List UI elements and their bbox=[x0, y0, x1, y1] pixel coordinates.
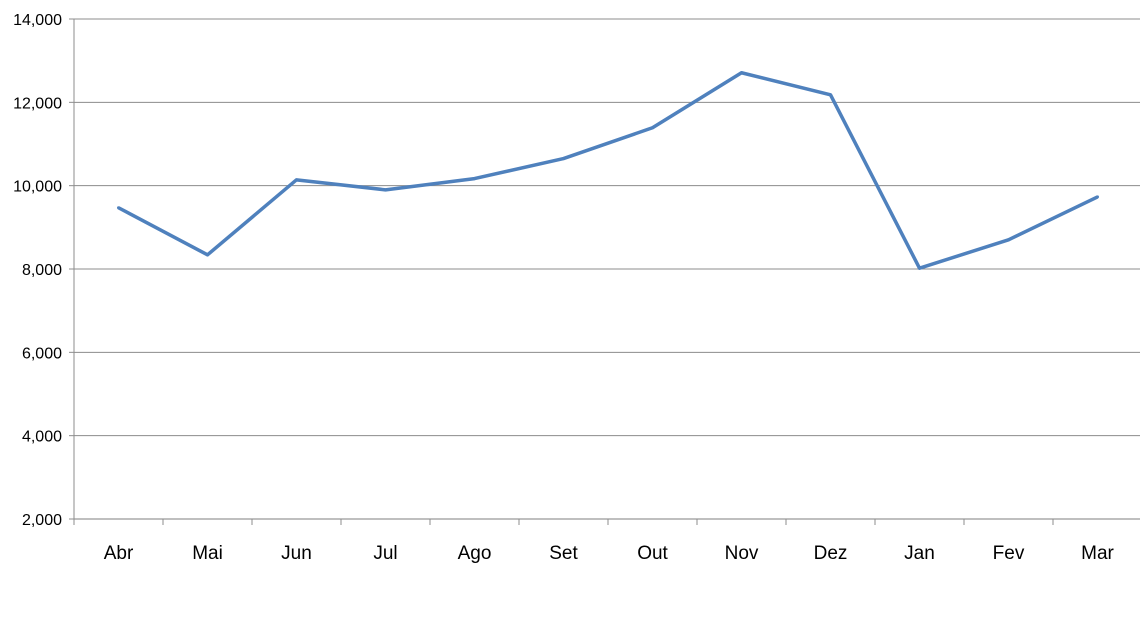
x-tick-label: Set bbox=[549, 543, 578, 564]
y-tick-label: 4,000 bbox=[22, 429, 62, 446]
x-tick-label: Mai bbox=[192, 543, 223, 564]
data-point bbox=[740, 71, 743, 75]
x-tick-label: Dez bbox=[814, 543, 848, 564]
data-point bbox=[651, 126, 654, 130]
y-tick-label: 14,000 bbox=[13, 12, 62, 29]
x-tick-label: Jul bbox=[373, 543, 397, 564]
x-tick-label: Out bbox=[637, 543, 668, 564]
data-point bbox=[918, 266, 921, 270]
x-tick-label: Jan bbox=[904, 543, 935, 564]
data-point bbox=[1096, 195, 1099, 199]
y-tick-label: 6,000 bbox=[22, 345, 62, 362]
data-point bbox=[206, 253, 209, 257]
y-tick-label: 10,000 bbox=[13, 179, 62, 196]
data-point bbox=[473, 177, 476, 181]
x-tick-label: Mar bbox=[1081, 543, 1114, 564]
y-tick-label: 12,000 bbox=[13, 95, 62, 112]
data-point bbox=[562, 157, 565, 161]
x-tick-label: Jun bbox=[281, 543, 312, 564]
data-point bbox=[384, 188, 387, 192]
data-point bbox=[117, 206, 120, 210]
data-point bbox=[1007, 238, 1010, 242]
x-tick-label: Ago bbox=[458, 543, 492, 564]
x-tick-label: Abr bbox=[104, 543, 134, 564]
y-tick-label: 8,000 bbox=[22, 262, 62, 279]
x-tick-label: Fev bbox=[993, 543, 1025, 564]
series-line bbox=[117, 71, 1099, 270]
y-tick-label: 2,000 bbox=[22, 512, 62, 529]
x-tick-label: Nov bbox=[725, 543, 759, 564]
data-point bbox=[829, 93, 832, 97]
data-point bbox=[295, 178, 298, 182]
